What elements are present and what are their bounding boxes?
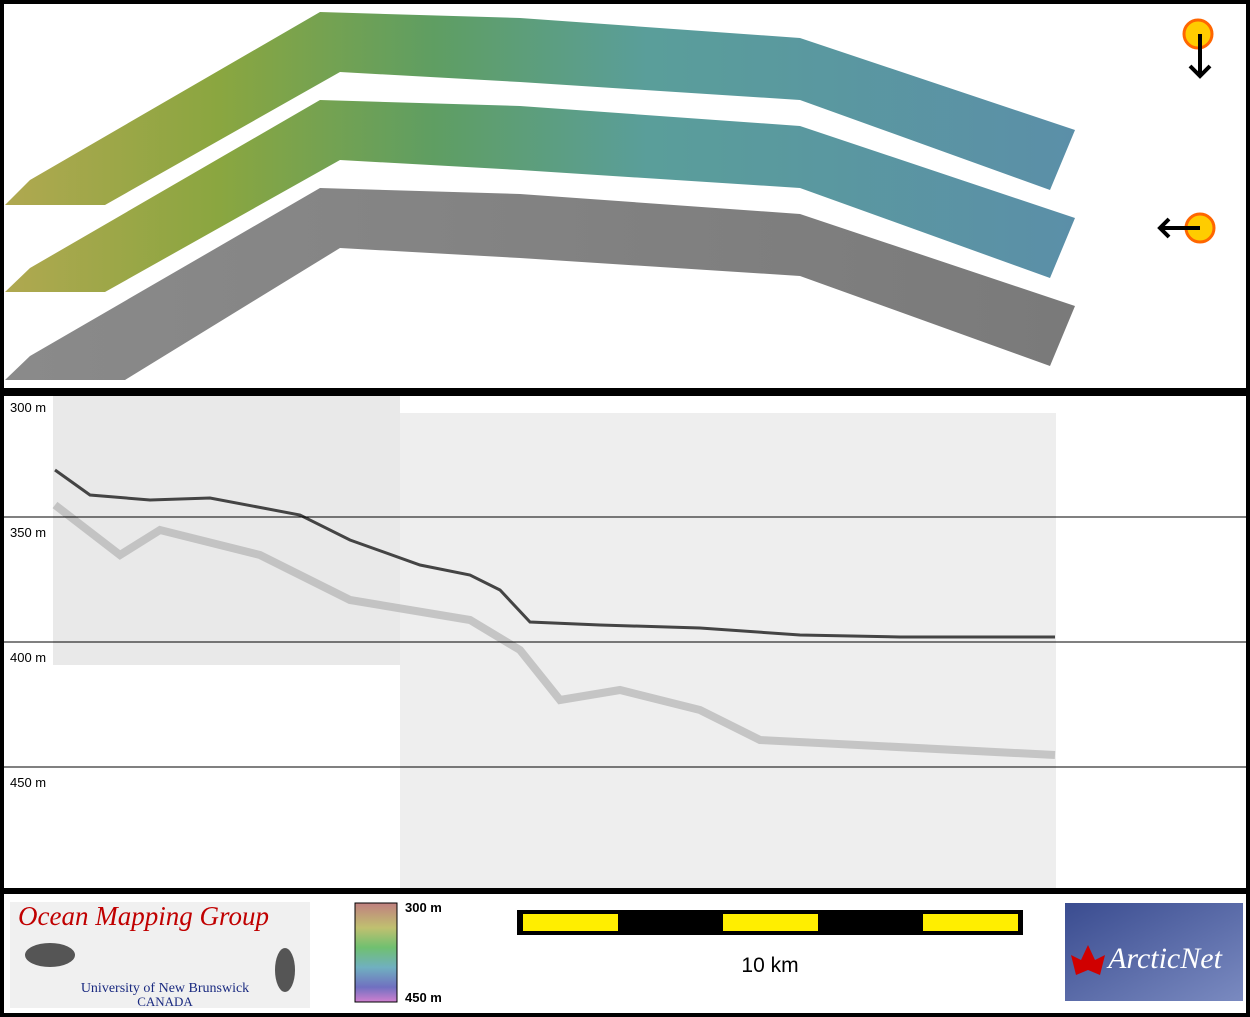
sun-icon [1157,212,1216,244]
swath-shaded [5,100,1075,292]
depth-label: 300 m [10,400,46,415]
scale-segment [723,914,818,931]
subbottom-reflector [52,501,1056,759]
depth-label: 450 m [10,775,46,790]
logo-graphic [25,943,75,967]
colorbar-label: 450 m [405,990,442,1005]
logo-graphic [275,948,295,992]
profile-data [400,413,1056,888]
scale-label: 10 km [741,954,798,977]
colorbar-label: 300 m [405,900,442,915]
profile-data [53,396,400,665]
scale-segment [923,914,1018,931]
swath-backscatter [5,188,1075,380]
colorbar [354,902,398,1003]
sun-icon [1182,18,1214,79]
logo-country: CANADA [137,994,193,1009]
partner-logo-text: ArcticNet [1106,942,1223,975]
depth-label: 400 m [10,650,46,665]
logo-title: Ocean Mapping Group [18,901,269,931]
seafloor-reflector [54,468,1055,639]
partner-logo [1065,903,1243,1001]
maple-leaf [1071,945,1105,975]
scale-segment [523,914,618,931]
logo-university: University of New Brunswick [81,981,249,996]
swath-shaded [5,12,1075,205]
depth-label: 350 m [10,525,46,540]
